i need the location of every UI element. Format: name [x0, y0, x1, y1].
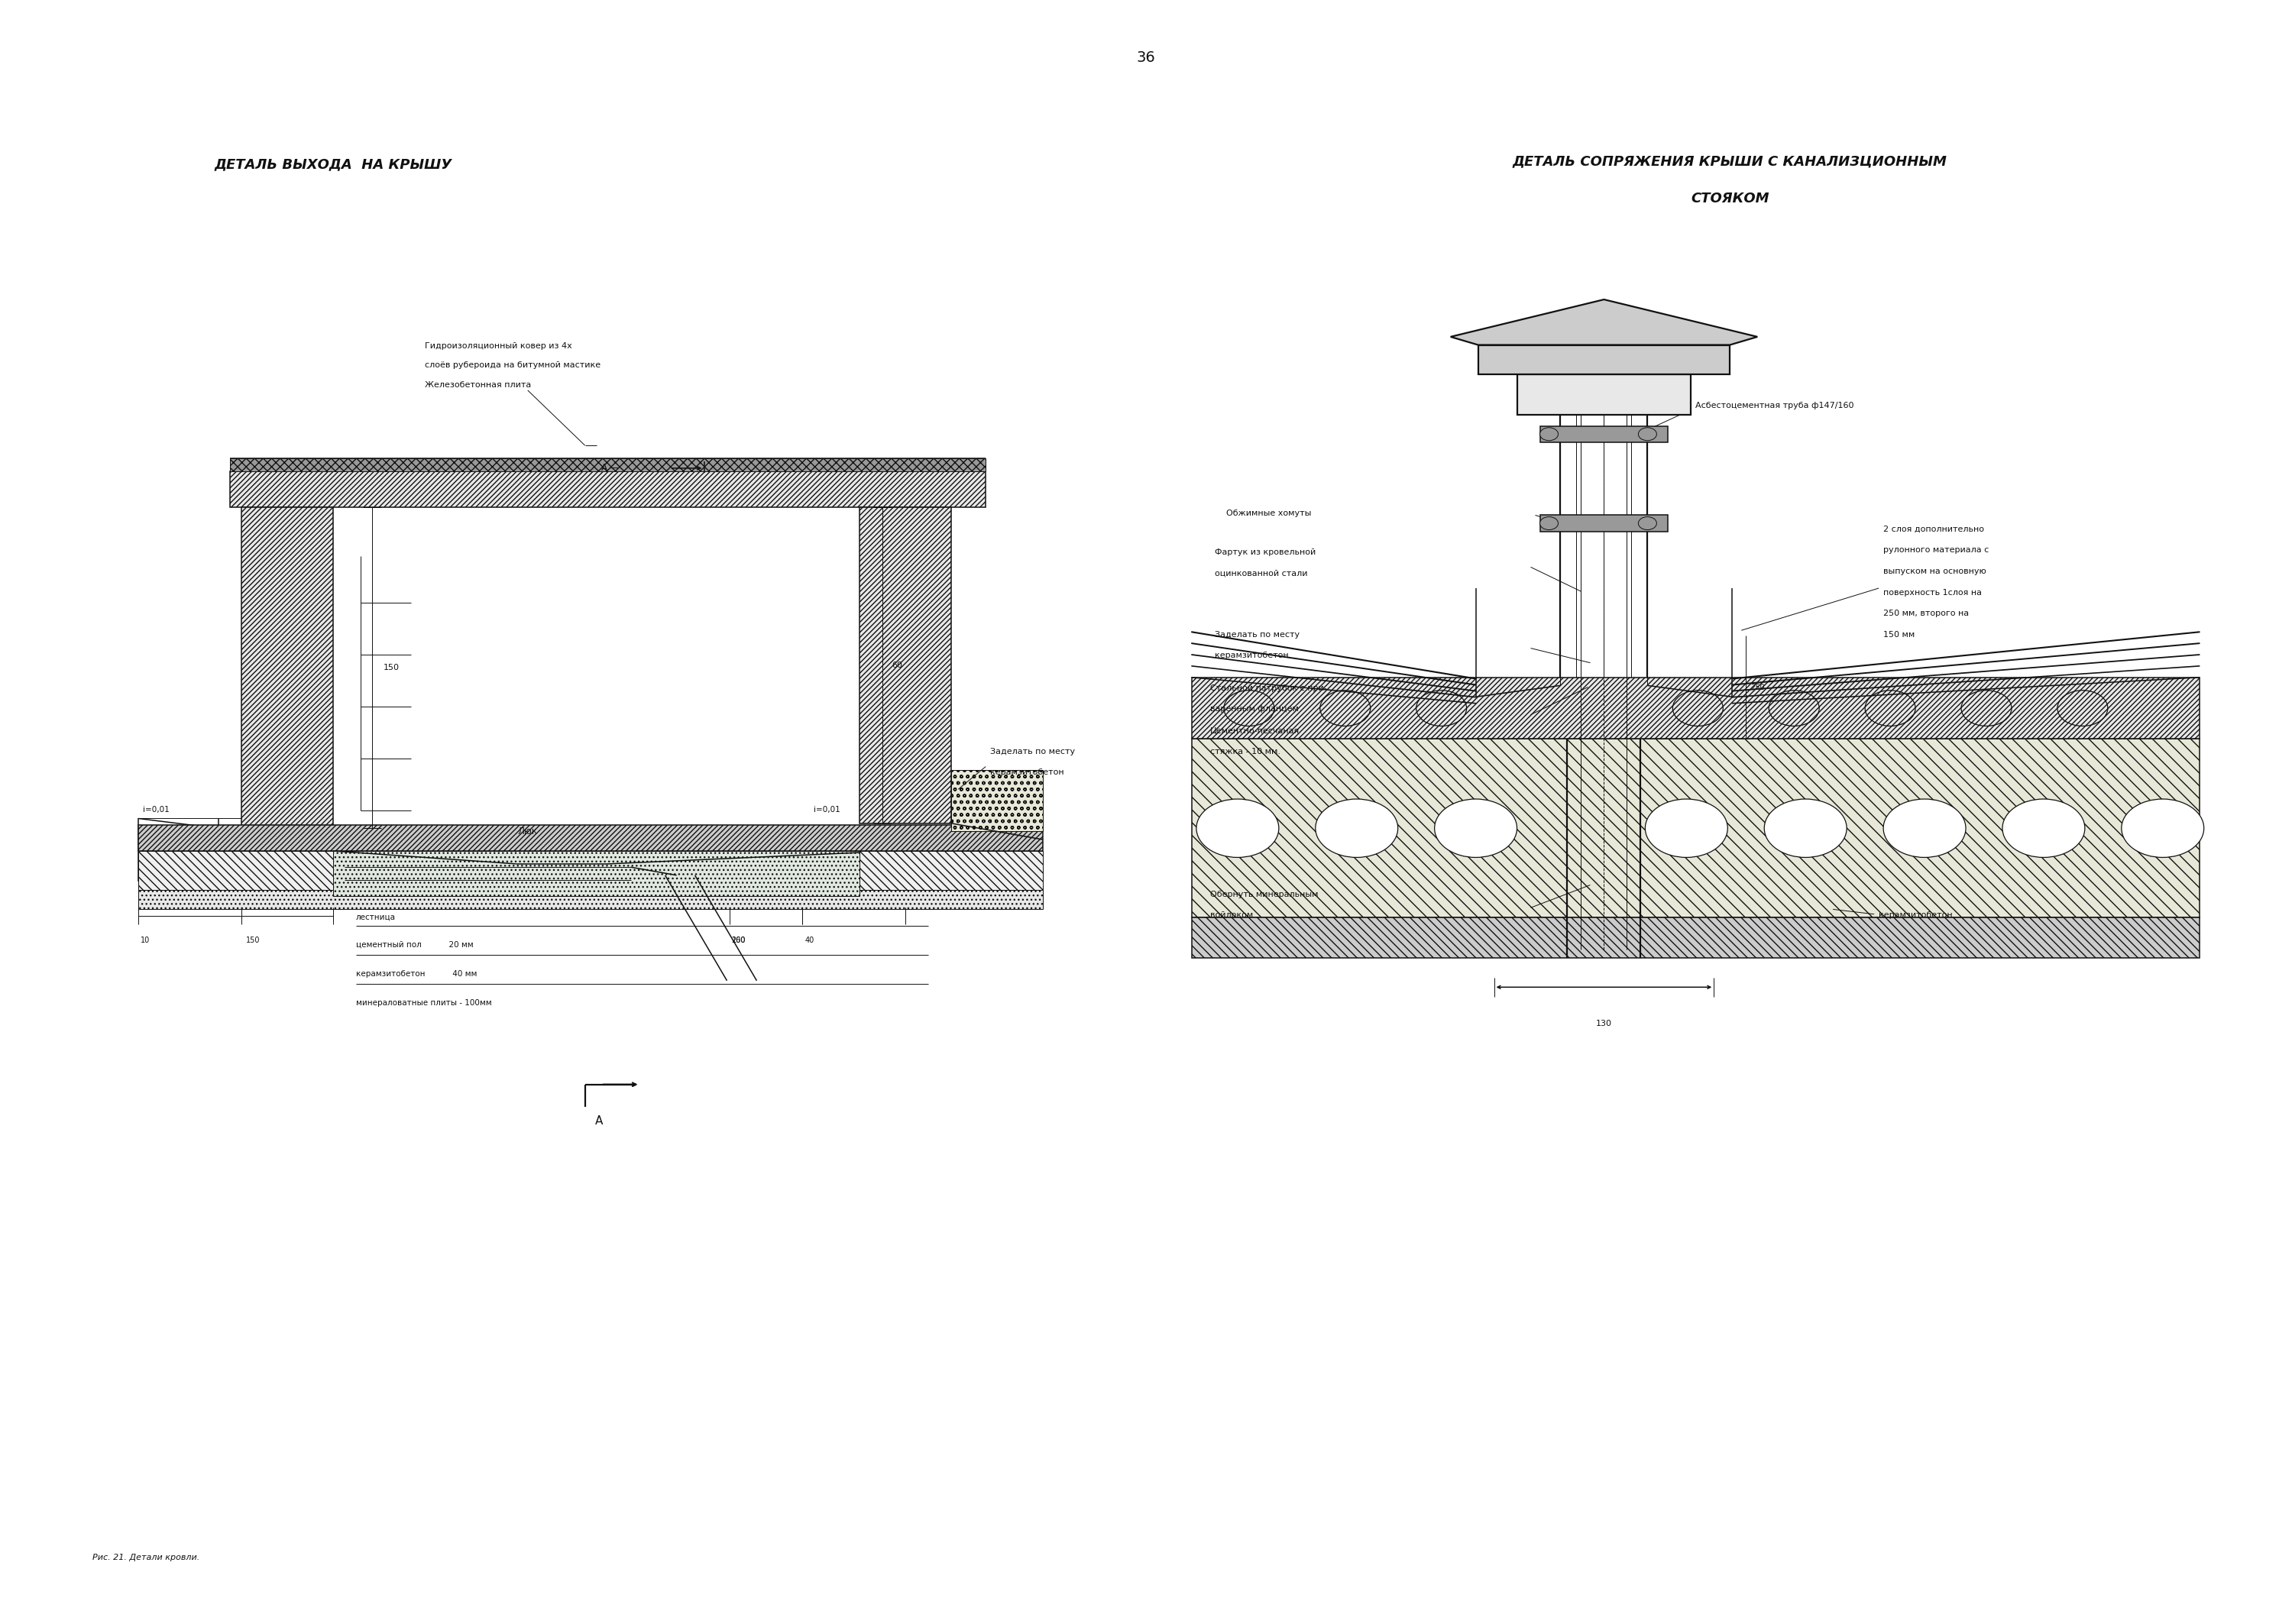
- Text: слоёв рубероида на битумной мастике: слоёв рубероида на битумной мастике: [424, 362, 601, 369]
- Circle shape: [1646, 799, 1728, 857]
- Text: Железобетонная плита: Железобетонная плита: [424, 382, 532, 388]
- Bar: [138, 825, 1043, 851]
- Bar: [138, 890, 1043, 909]
- Text: 150 мм: 150 мм: [1884, 630, 1914, 638]
- Text: Фартук из кровельной: Фартук из кровельной: [1215, 549, 1316, 555]
- Bar: [1192, 677, 2200, 739]
- Text: А —: А —: [601, 463, 619, 473]
- Circle shape: [1316, 799, 1398, 857]
- Bar: [1478, 344, 1730, 374]
- Text: i=0,01: i=0,01: [142, 806, 170, 814]
- Text: Заделать по месту: Заделать по месту: [990, 747, 1075, 755]
- Text: Гидроизоляционный ковер из 4х: Гидроизоляционный ковер из 4х: [424, 343, 573, 349]
- Text: оцинкованной стали: оцинкованной стали: [1215, 568, 1306, 577]
- Text: цементный пол           20 мм: цементный пол 20 мм: [355, 940, 474, 948]
- Bar: [1192, 739, 2200, 918]
- Text: минераловатные плиты - 100мм: минераловатные плиты - 100мм: [355, 999, 493, 1007]
- Text: 130: 130: [1595, 1020, 1611, 1028]
- Text: выпуском на основную: выпуском на основную: [1884, 567, 1987, 575]
- Text: 36: 36: [1137, 50, 1155, 65]
- Text: Обернуть минеральным: Обернуть минеральным: [1210, 890, 1318, 898]
- Text: Обжимные хомуты: Обжимные хомуты: [1226, 510, 1311, 516]
- Text: 160: 160: [731, 937, 745, 945]
- Circle shape: [2003, 799, 2086, 857]
- Circle shape: [1639, 427, 1657, 440]
- Text: А: А: [594, 1116, 603, 1127]
- Text: i=0,01: i=0,01: [814, 806, 841, 814]
- Bar: [241, 507, 332, 828]
- Text: 150: 150: [245, 937, 261, 945]
- Bar: [332, 851, 860, 896]
- Circle shape: [1540, 516, 1559, 529]
- Text: 60: 60: [892, 661, 903, 669]
- Text: СТОЯКОМ: СТОЯКОМ: [1691, 192, 1769, 205]
- Text: Асбестоцементная труба ф147/160: Асбестоцементная труба ф147/160: [1696, 403, 1854, 409]
- Polygon shape: [1451, 299, 1758, 344]
- Text: керамзитобетон: керамзитобетон: [990, 768, 1063, 776]
- Bar: [1517, 374, 1691, 414]
- Bar: [951, 770, 1043, 831]
- Circle shape: [1639, 516, 1657, 529]
- Text: Рис. 21. Детали кровли.: Рис. 21. Детали кровли.: [92, 1554, 199, 1561]
- Text: рулонного материала с: рулонного материала с: [1884, 547, 1989, 554]
- Text: варенным фланцем: варенным фланцем: [1210, 705, 1300, 713]
- Text: поверхность 1слоя на: поверхность 1слоя на: [1884, 588, 1983, 596]
- Text: ДЕТАЛЬ ВЫХОДА  НА КРЫШУ: ДЕТАЛЬ ВЫХОДА НА КРЫШУ: [213, 158, 452, 172]
- Text: керамзитобетон: керамзитобетон: [1879, 911, 1953, 919]
- Text: Стальной патрубок с при-: Стальной патрубок с при-: [1210, 684, 1327, 692]
- Bar: [229, 458, 986, 471]
- Text: 250: 250: [1751, 684, 1765, 692]
- Text: 200: 200: [731, 937, 745, 945]
- Circle shape: [1435, 799, 1517, 857]
- Text: войлоком: войлоком: [1210, 911, 1254, 919]
- Bar: [138, 851, 1043, 890]
- Text: 250 мм, второго на: 250 мм, второго на: [1884, 609, 1969, 617]
- Text: Заделать по месту: Заделать по месту: [1215, 630, 1300, 638]
- Text: 10: 10: [140, 937, 149, 945]
- Circle shape: [1765, 799, 1847, 857]
- Text: керамзитобетон: керамзитобетон: [1215, 651, 1288, 659]
- Text: лестница: лестница: [355, 913, 397, 921]
- Text: стяжка - 10 мм.: стяжка - 10 мм.: [1210, 747, 1281, 755]
- Bar: [1192, 918, 2200, 958]
- Bar: [860, 507, 951, 823]
- Text: 2 слоя дополнительно: 2 слоя дополнительно: [1884, 526, 1985, 533]
- Text: 150: 150: [383, 664, 399, 671]
- Text: ДЕТАЛЬ СОПРЯЖЕНИЯ КРЫШИ С КАНАЛИЗЦИОННЫМ: ДЕТАЛЬ СОПРЯЖЕНИЯ КРЫШИ С КАНАЛИЗЦИОННЫМ: [1513, 154, 1948, 169]
- Bar: [1540, 515, 1669, 531]
- Circle shape: [1884, 799, 1967, 857]
- Text: Люк: Люк: [518, 827, 539, 836]
- Text: 40: 40: [804, 937, 814, 945]
- Bar: [1540, 425, 1669, 442]
- Text: керамзитобетон           40 мм: керамзитобетон 40 мм: [355, 970, 477, 978]
- Circle shape: [1540, 427, 1559, 440]
- Circle shape: [1196, 799, 1279, 857]
- Circle shape: [2122, 799, 2205, 857]
- Bar: [229, 471, 986, 507]
- Text: Цементно-песчаная: Цементно-песчаная: [1210, 726, 1300, 734]
